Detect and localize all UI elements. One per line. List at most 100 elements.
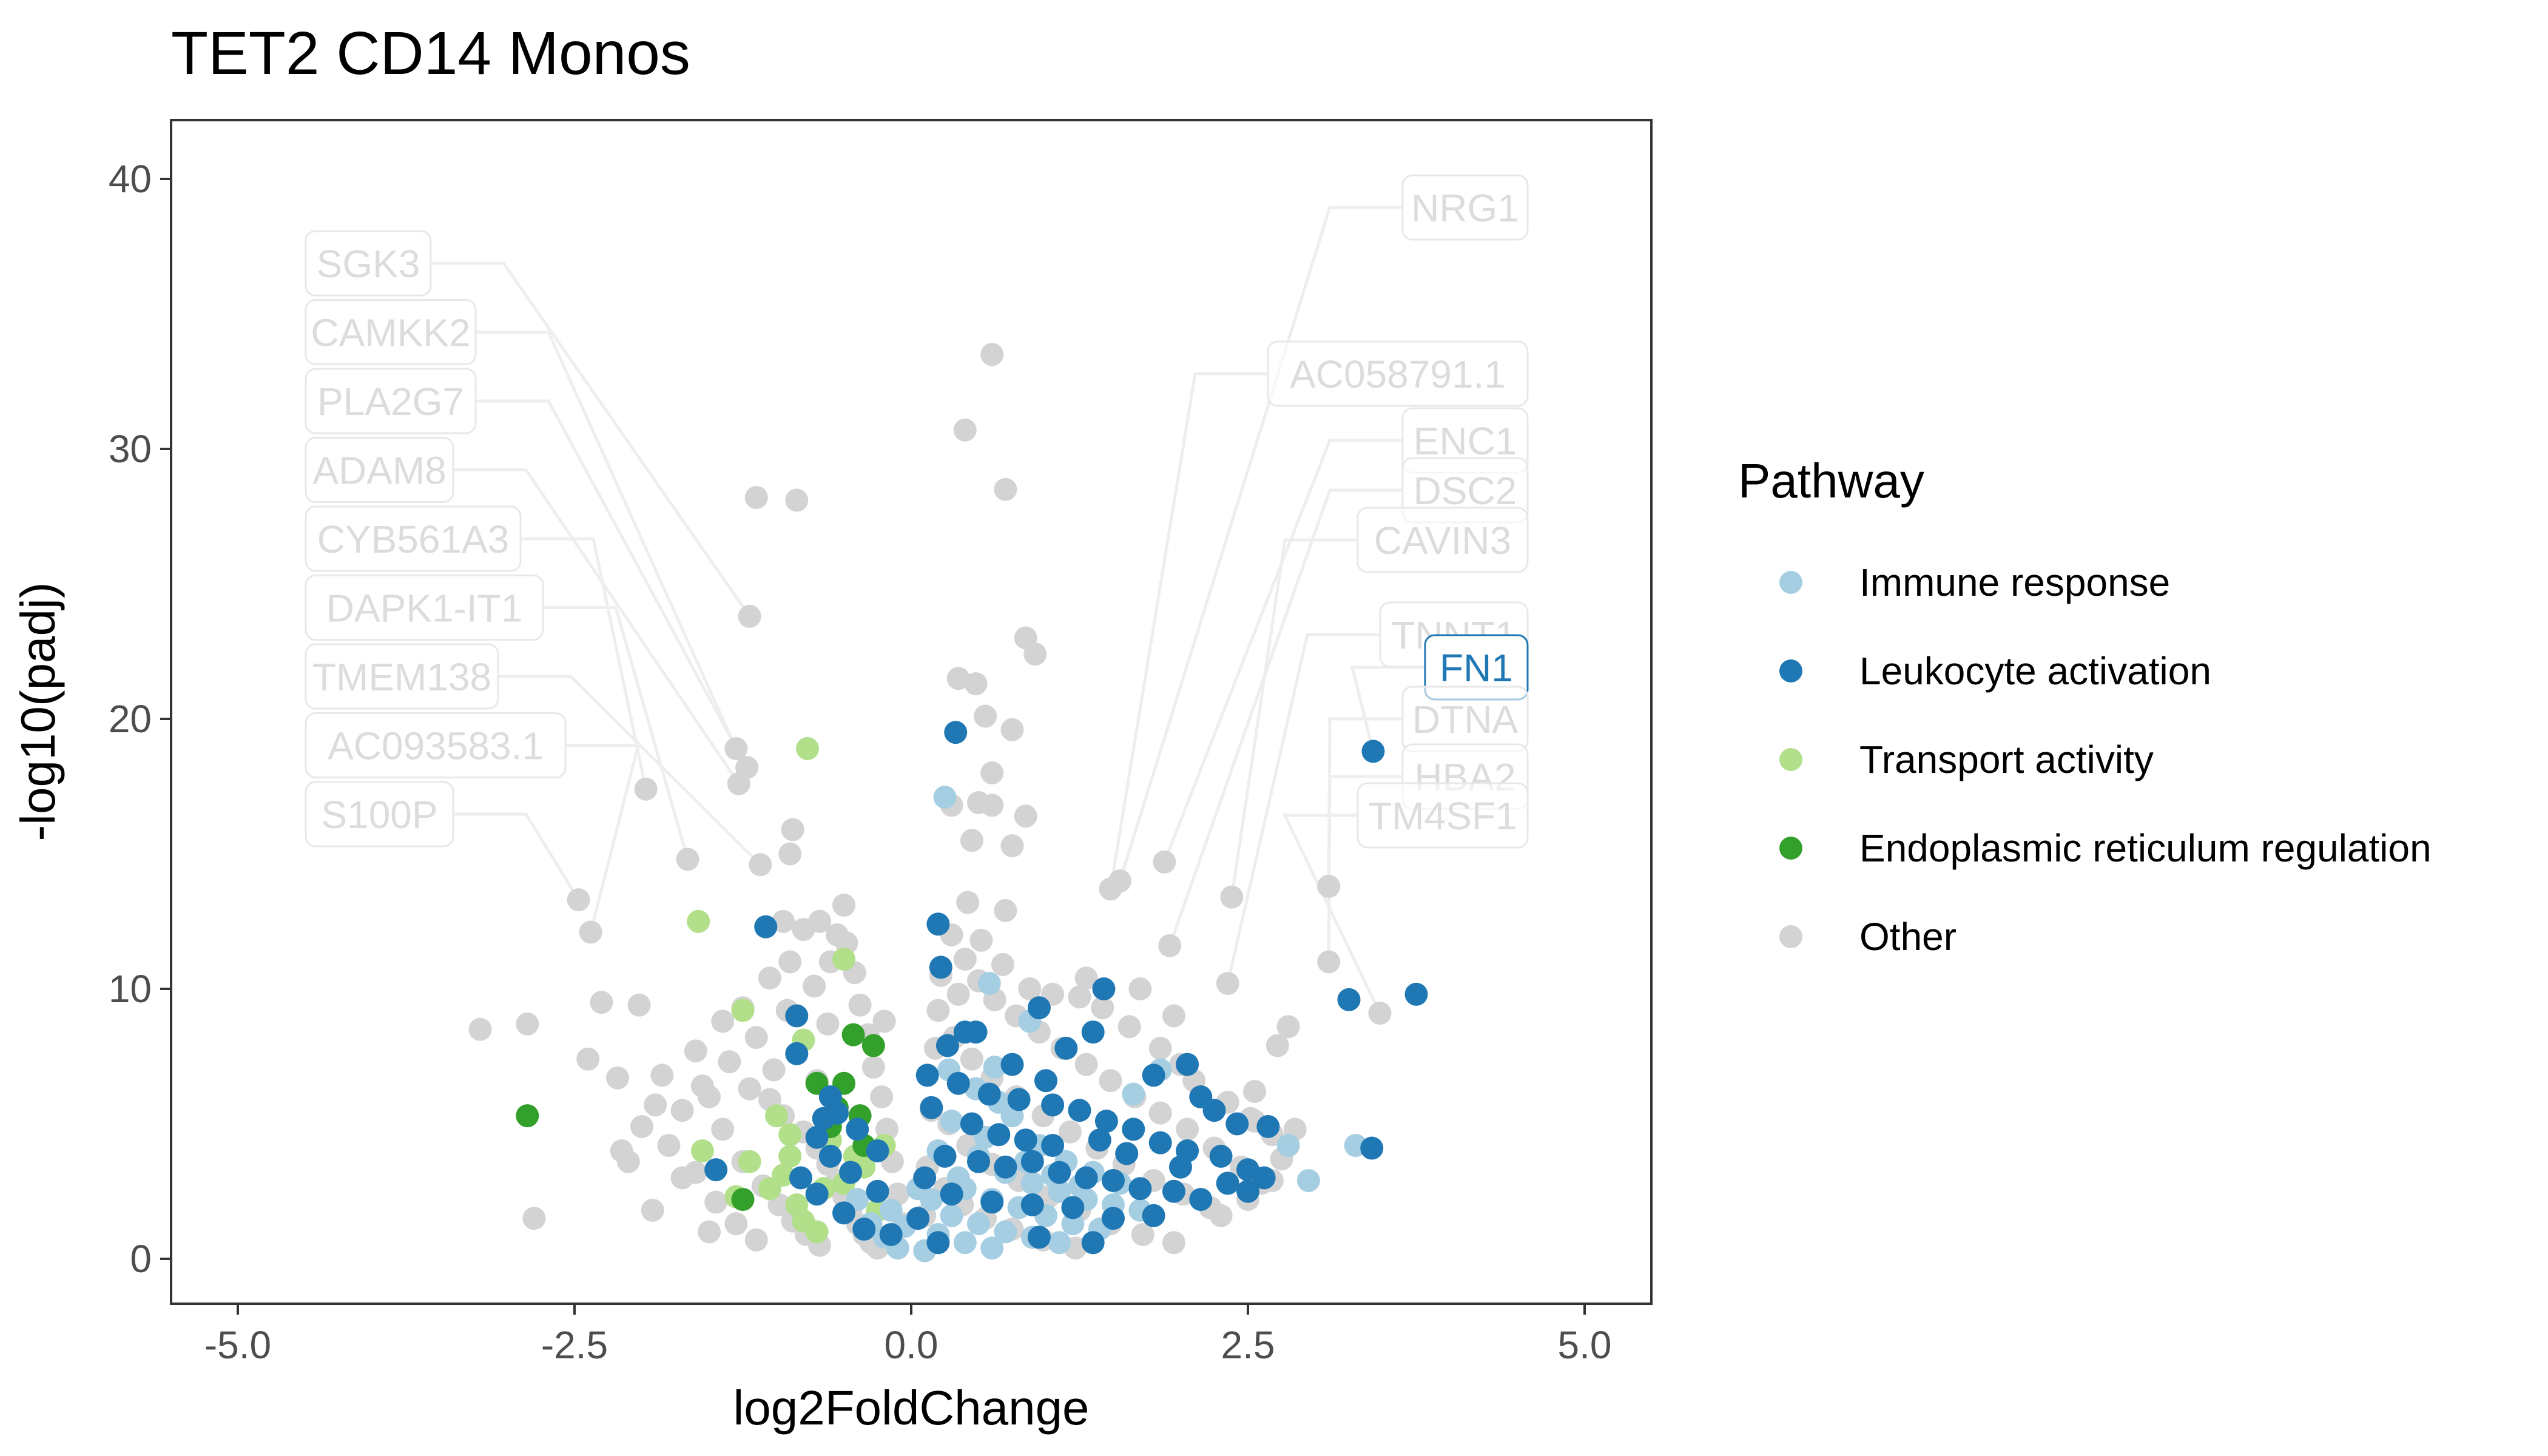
- data-point: [754, 915, 778, 939]
- data-point: [1027, 996, 1051, 1020]
- gene-label: CAMKK2: [311, 311, 470, 355]
- data-point: [634, 777, 658, 801]
- data-point: [1061, 1212, 1085, 1236]
- data-point: [1142, 1063, 1165, 1087]
- data-point: [1020, 1171, 1044, 1195]
- label-connector: [1118, 206, 1403, 881]
- data-point: [684, 1039, 707, 1063]
- data-point: [704, 1158, 728, 1182]
- data-point: [872, 1009, 896, 1033]
- label-connector: [431, 261, 751, 618]
- data-point: [808, 909, 832, 933]
- data-point: [778, 1123, 802, 1147]
- data-point: [576, 1047, 600, 1071]
- data-point: [977, 972, 1001, 996]
- data-point: [758, 966, 781, 990]
- y-tick-label: 20: [109, 697, 152, 741]
- data-point: [1020, 1150, 1044, 1173]
- gene-label: DTNA: [1412, 698, 1518, 741]
- data-point: [953, 1231, 977, 1255]
- data-point: [861, 1056, 885, 1079]
- data-point: [738, 1150, 761, 1173]
- data-point: [590, 991, 613, 1014]
- data-point: [1099, 877, 1122, 901]
- data-point: [785, 1042, 809, 1065]
- legend-title: Pathway: [1738, 454, 1924, 508]
- data-point: [805, 1220, 829, 1244]
- data-point: [983, 1056, 1006, 1079]
- data-point: [1122, 1082, 1145, 1106]
- data-point: [1209, 1144, 1233, 1168]
- data-point: [1081, 1231, 1105, 1255]
- data-point: [960, 1112, 983, 1136]
- data-point: [704, 1190, 728, 1214]
- data-point: [1000, 834, 1024, 858]
- data-point: [953, 418, 977, 442]
- gene-label-box: [305, 368, 477, 434]
- data-point: [994, 1155, 1017, 1179]
- data-point: [944, 721, 968, 744]
- data-point: [920, 1096, 943, 1119]
- data-point: [956, 891, 980, 914]
- data-point: [690, 1139, 714, 1162]
- data-point: [1337, 988, 1361, 1011]
- data-point: [832, 948, 855, 971]
- data-point: [1048, 1231, 1071, 1255]
- data-point: [1000, 1053, 1024, 1076]
- gene-label-layer: [431, 206, 1425, 1014]
- data-point: [1220, 885, 1244, 909]
- data-point: [1169, 1155, 1192, 1179]
- gene-label: PLA2G7: [317, 380, 464, 423]
- data-point: [946, 667, 970, 690]
- data-point: [657, 1134, 681, 1158]
- data-point: [1266, 1034, 1289, 1057]
- data-point: [1091, 996, 1114, 1020]
- data-point: [1074, 1166, 1098, 1190]
- data-point: [1317, 874, 1341, 898]
- data-point: [1061, 1196, 1085, 1219]
- data-point: [929, 956, 952, 979]
- label-connector: [543, 606, 689, 860]
- data-point: [980, 1236, 1004, 1260]
- data-point: [1041, 1093, 1065, 1117]
- data-point: [778, 1144, 802, 1168]
- data-point: [650, 1063, 674, 1087]
- data-point: [724, 736, 748, 760]
- data-point: [1054, 1036, 1078, 1060]
- gene-label-box: [305, 575, 544, 641]
- data-point: [744, 486, 768, 510]
- data-point: [1216, 972, 1239, 996]
- label-connector: [1327, 775, 1403, 962]
- gene-label: AC058791.1: [1290, 352, 1506, 396]
- label-connector: [453, 468, 740, 785]
- y-tick-label: 0: [130, 1237, 152, 1281]
- data-point: [1225, 1112, 1249, 1136]
- gene-label: CAVIN3: [1374, 519, 1511, 562]
- gene-label: SGK3: [317, 242, 420, 286]
- data-point: [953, 1020, 977, 1044]
- data-point: [846, 1117, 869, 1141]
- label-connector: [1282, 814, 1381, 1014]
- gene-label-box: [305, 299, 477, 365]
- data-point: [1243, 1080, 1267, 1104]
- data-point: [1162, 1004, 1185, 1028]
- data-point: [1131, 1222, 1154, 1246]
- data-point: [1041, 1134, 1065, 1158]
- data-point: [832, 894, 855, 917]
- data-point: [1162, 1231, 1185, 1255]
- data-point: [676, 848, 699, 871]
- data-point: [644, 1093, 667, 1117]
- legend-label: Other: [1859, 915, 1956, 959]
- data-point: [1317, 950, 1341, 974]
- data-point: [698, 1220, 721, 1244]
- data-point: [684, 1161, 707, 1184]
- gene-label: S100P: [321, 793, 437, 837]
- data-point: [1074, 1053, 1098, 1076]
- data-point: [1252, 1166, 1276, 1190]
- data-point: [816, 1012, 840, 1036]
- data-point: [805, 1125, 829, 1149]
- y-tick-label: 10: [109, 967, 152, 1011]
- data-point: [969, 928, 993, 952]
- legend-key: [1779, 748, 1802, 771]
- gene-label-box: [1267, 340, 1529, 407]
